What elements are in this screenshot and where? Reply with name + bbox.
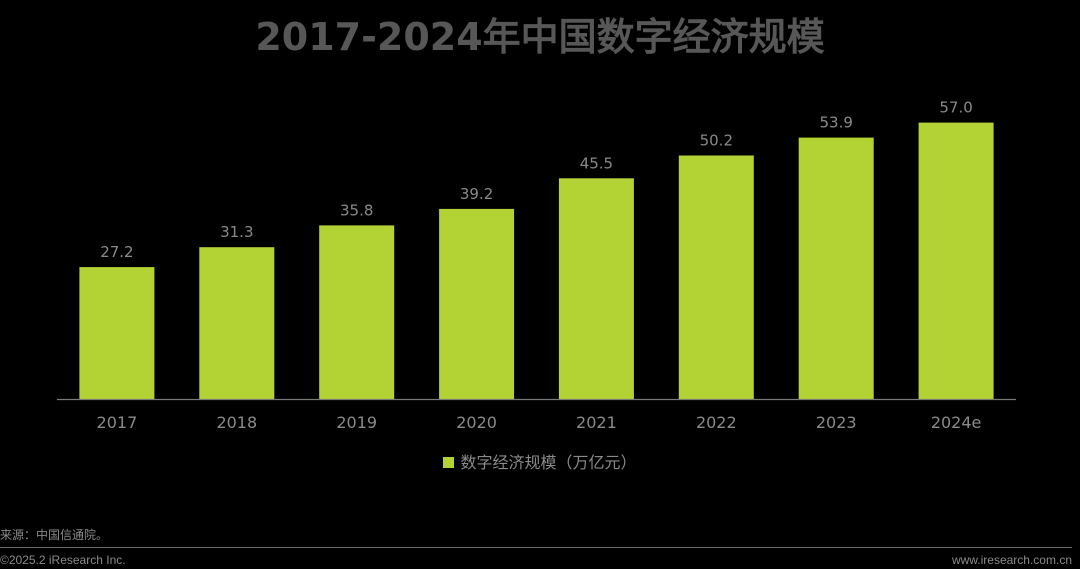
legend: 数字经济规模（万亿元） [0,449,1080,473]
data-label-2019: 35.8 [340,201,373,219]
bar-2017 [79,267,155,399]
bar-2021 [558,178,634,399]
x-tick-2023: 2023 [816,413,857,432]
x-tick-2018: 2018 [216,413,257,432]
bar-chart: 27.2 2017 31.3 2018 35.8 2019 39.2 2020 45.5 2021… [57,99,1016,432]
data-label-2017: 27.2 [100,243,133,261]
data-label-2024e: 57.0 [939,99,972,117]
source-note: 来源：中国信通院。 [0,528,109,542]
x-tick-2022: 2022 [696,413,737,432]
legend-label: 数字经济规模（万亿元） [460,453,637,472]
chart-title: 2017-2024年中国数字经济规模 [255,15,825,59]
website-link[interactable]: www.iresearch.com.cn [951,553,1072,567]
data-label-2020: 39.2 [460,185,493,203]
bar-2019 [319,225,395,399]
bar-2022 [678,155,754,399]
x-tick-2020: 2020 [456,413,497,432]
legend-swatch [443,457,455,468]
x-tick-2017: 2017 [97,413,138,432]
x-tick-2024e: 2024e [931,413,982,432]
bar-2020 [439,208,515,399]
x-tick-2019: 2019 [336,413,377,432]
data-label-2018: 31.3 [220,223,253,241]
data-label-2023: 53.9 [819,114,852,132]
bar-2023 [798,137,874,399]
data-label-2021: 45.5 [580,154,613,172]
bar-2024e [918,122,994,399]
data-label-2022: 50.2 [700,132,733,150]
bar-2018 [199,247,275,399]
footer-divider [0,547,1072,548]
copyright: ©2025.2 iResearch Inc. [0,553,126,567]
x-tick-2021: 2021 [576,413,617,432]
